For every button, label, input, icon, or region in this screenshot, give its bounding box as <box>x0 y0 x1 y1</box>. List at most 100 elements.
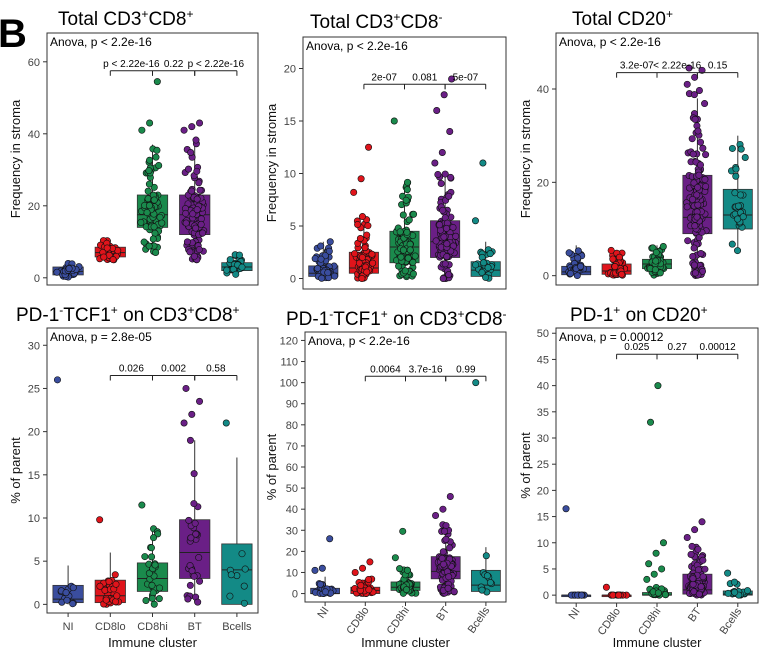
data-point <box>140 238 148 246</box>
data-point <box>396 565 404 573</box>
y-tick-label: 60 <box>28 57 40 69</box>
data-point <box>226 592 234 600</box>
y-tick-label: 20 <box>286 546 298 558</box>
data-point <box>227 571 235 579</box>
data-point-outlier <box>326 535 334 543</box>
data-point <box>739 213 747 221</box>
x-tick-label: Bcells <box>718 605 745 636</box>
data-point <box>189 210 197 218</box>
y-tick-label: 10 <box>537 538 549 550</box>
data-point-outlier <box>357 175 365 183</box>
data-point <box>238 550 246 558</box>
data-point <box>326 238 334 246</box>
data-point <box>190 470 198 478</box>
data-point-outlier <box>153 78 161 86</box>
data-point-outlier <box>440 91 448 99</box>
comparison-p-value: 0.002 <box>161 364 186 375</box>
data-point-outlier <box>446 128 454 136</box>
data-point <box>702 151 710 159</box>
data-point-outlier <box>359 564 367 572</box>
data-point <box>240 582 248 590</box>
x-tick-label: BT <box>686 606 704 625</box>
anova-annotation: Anova, p < 2.2e-16 <box>559 35 661 49</box>
data-point <box>357 581 365 589</box>
x-tick-label: CD8hi <box>636 606 663 638</box>
data-point <box>699 573 707 581</box>
data-point <box>732 172 740 180</box>
y-tick-label: 30 <box>537 433 549 445</box>
data-point <box>482 273 490 281</box>
figure-panel-letter: B <box>0 12 27 56</box>
y-tick-label: 70 <box>286 441 298 453</box>
data-point <box>441 170 449 178</box>
data-point-outlier <box>439 505 447 513</box>
data-point-outlier <box>654 382 662 390</box>
data-point <box>63 596 71 604</box>
y-tick-label: 5 <box>34 556 40 568</box>
x-tick-label: Bcells <box>222 621 252 633</box>
chart-title: PD-1-TCF1+ on CD3+CD8- <box>286 307 507 330</box>
x-axis-title: Immune cluster <box>613 635 703 650</box>
y-tick-label: 80 <box>286 420 298 432</box>
data-point <box>734 247 742 255</box>
comparison-p-value: 0.27 <box>667 342 687 353</box>
data-point <box>409 258 417 266</box>
data-point-outlier <box>685 64 693 72</box>
data-point <box>659 242 667 250</box>
y-axis-title: Frequency in stroma <box>8 99 23 218</box>
data-point <box>354 221 362 229</box>
data-point <box>102 596 110 604</box>
data-point <box>687 550 695 558</box>
data-point <box>618 270 626 278</box>
data-point <box>152 248 160 256</box>
data-point-outlier <box>643 575 651 583</box>
plot-frame <box>555 32 759 286</box>
data-point-outlier <box>652 549 660 557</box>
data-point <box>363 268 371 276</box>
data-point <box>574 254 582 262</box>
chart-panel-3: Total CD20+ 0 20 40 Frequency in stroma Anova… <box>518 7 759 286</box>
data-point-outlier <box>399 527 407 535</box>
x-tick-label: BT <box>434 605 452 624</box>
anova-annotation: Anova, p < 2.2e-16 <box>306 39 408 53</box>
data-point <box>187 148 195 156</box>
data-point <box>188 187 196 195</box>
data-point <box>699 556 707 564</box>
y-tick-label: 100 <box>280 378 298 390</box>
y-axis-title: % of parent <box>518 432 533 499</box>
y-tick-label: 20 <box>537 177 549 189</box>
data-point <box>701 175 709 183</box>
data-point <box>185 516 193 524</box>
data-point <box>150 223 158 231</box>
group-CD8hi <box>642 242 672 279</box>
x-tick-label: CD8lo <box>344 605 371 637</box>
comparison-p-value: 0.026 <box>119 364 144 375</box>
data-point-outlier <box>180 419 188 427</box>
data-point <box>192 136 200 144</box>
data-point <box>324 269 332 277</box>
x-tick-label: Bcells <box>466 604 493 635</box>
data-point <box>235 251 243 259</box>
y-tick-label: 90 <box>286 399 298 411</box>
data-point <box>223 266 231 274</box>
y-tick-label: 5 <box>543 564 549 576</box>
group-Bcells <box>471 379 501 596</box>
data-point <box>193 167 201 175</box>
data-point <box>695 171 703 179</box>
comparison-p-value: p < 2.22e-16 <box>188 59 245 70</box>
data-point <box>316 580 324 588</box>
data-point <box>730 578 738 586</box>
data-point <box>439 206 447 214</box>
data-point <box>443 253 451 261</box>
data-point <box>445 271 453 279</box>
data-point <box>702 182 710 190</box>
data-point <box>444 584 452 592</box>
data-point <box>697 583 705 591</box>
chart-panel-6: PD-1+ on CD20+ 0 5 10 15 20 25 30 35 40 45 50 % of p… <box>518 303 759 650</box>
data-point <box>689 195 697 203</box>
data-point <box>741 153 749 161</box>
data-point <box>656 269 664 277</box>
anova-annotation: Anova, p = 0.00012 <box>559 330 664 344</box>
data-point-outlier <box>366 558 374 566</box>
data-point <box>484 264 492 272</box>
